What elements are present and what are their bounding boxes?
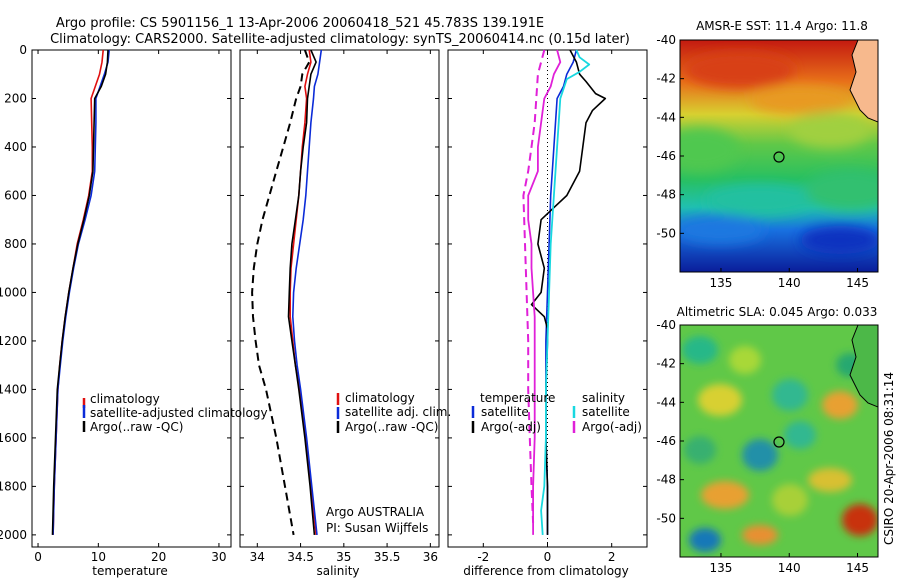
series-line-argo-raw-qc- (51, 49, 109, 535)
series-line-satellite-adj-clim- (291, 49, 323, 535)
map-y-tick-label: -48 (656, 188, 676, 202)
map-y-tick-label: -46 (656, 149, 676, 163)
sst-map-title: AMSR-E SST: 11.4 Argo: 11.8 (696, 19, 868, 33)
x-tick-label: 2 (608, 550, 616, 564)
x-tick-label: 10 (91, 550, 106, 564)
series-line-argo-adj- (251, 49, 311, 536)
legend-label-satellite: satellite adj. clim. (345, 405, 451, 419)
y-tick-label: 0 (19, 43, 27, 57)
series-line-temperature-satellite (545, 49, 578, 535)
map-y-tick-label: -42 (656, 357, 676, 371)
legend-label-satellite: satellite-adjusted climatology (90, 406, 268, 420)
y-tick-label: 2000 (0, 528, 27, 542)
difference-legend: temperature salinity satellite Argo(-adj… (471, 391, 642, 434)
y-tick-label: 1200 (0, 334, 27, 348)
legend-label-temp-satellite: satellite (481, 405, 529, 419)
series-line-salinity-satellite (540, 49, 591, 535)
map-x-tick-label: 145 (846, 276, 869, 290)
pi-annotation: PI: Susan Wijffels (326, 521, 428, 535)
csiro-timestamp: CSIRO 20-Apr-2006 08:31:14 (882, 372, 896, 545)
temperature-legend: climatology satellite-adjusted climatolo… (82, 392, 268, 434)
map-y-tick-label: -46 (656, 434, 676, 448)
legend-label-climatology: climatology (345, 391, 415, 405)
sst-map (680, 40, 878, 272)
salinity-plot: 34 34.5 35 35.5 36 (240, 49, 439, 564)
legend-label-argo: Argo(..raw -QC) (90, 420, 183, 434)
y-tick-label: 800 (4, 237, 27, 251)
difference-x-label: difference from climatology (463, 564, 629, 578)
y-tick-label: 1600 (0, 431, 27, 445)
y-tick-label: 1800 (0, 479, 27, 493)
series-line-salinity-argo-adj-dashed (522, 49, 546, 523)
x-tick-label: 36 (423, 550, 438, 564)
tasmania-coast (849, 325, 878, 408)
difference-plot: -2 0 2 (448, 49, 647, 564)
series-line-argo-raw-qc- (287, 49, 317, 535)
sla-map-ticks: 135 140 145 -40 -42 -44 -46 -48 -50 (656, 318, 869, 575)
temperature-x-label: temperature (92, 564, 167, 578)
legend-label-climatology: climatology (90, 392, 160, 406)
y-tick-label: 1400 (0, 382, 27, 396)
legend-label-sal-argo: Argo(-adj) (582, 420, 642, 434)
map-x-tick-label: 140 (778, 561, 801, 575)
tasmania-coast (849, 40, 878, 123)
series-line-temperature-argo-adj- (530, 49, 607, 535)
x-tick-label: 35.5 (374, 550, 401, 564)
legend-label-temp-argo: Argo(-adj) (481, 420, 541, 434)
y-tick-label: 600 (4, 188, 27, 202)
legend-title-salinity: salinity (582, 391, 625, 405)
map-y-tick-label: -44 (656, 395, 676, 409)
depth-tick-labels: 0 200 400 600 800 1000 1200 1400 1600 1800 2000 (0, 43, 27, 542)
map-y-tick-label: -40 (656, 318, 676, 332)
map-y-tick-label: -50 (656, 226, 676, 240)
argo-float-marker (773, 151, 785, 163)
y-tick-label: 400 (4, 140, 27, 154)
sla-map (680, 325, 878, 557)
x-tick-label: 34.5 (287, 550, 314, 564)
y-tick-label: 200 (4, 91, 27, 105)
map-y-tick-label: -40 (656, 33, 676, 47)
legend-label-argo: Argo(..raw -QC) (345, 420, 438, 434)
temperature-plot: 0 10 20 30 (32, 49, 231, 564)
sst-field-texture (680, 52, 878, 254)
sla-field-texture (682, 336, 878, 552)
map-x-tick-label: 135 (710, 561, 733, 575)
map-y-tick-label: -42 (656, 72, 676, 86)
sla-map-title: Altimetric SLA: 0.045 Argo: 0.033 (677, 305, 878, 319)
map-y-tick-label: -50 (656, 511, 676, 525)
x-tick-label: 30 (211, 550, 226, 564)
x-tick-label: 34 (250, 550, 265, 564)
map-x-tick-label: 135 (710, 276, 733, 290)
figure-title-line1: Argo profile: CS 5901156_1 13-Apr-2006 2… (56, 16, 544, 31)
temperature-panel-frame (31, 49, 232, 548)
legend-title-temperature: temperature (480, 391, 555, 405)
salinity-x-label: salinity (316, 564, 359, 578)
map-y-tick-label: -48 (656, 473, 676, 487)
argo-program-annotation: Argo AUSTRALIA (326, 505, 425, 519)
x-tick-label: 0 (544, 550, 552, 564)
y-tick-label: 1000 (0, 285, 27, 299)
x-tick-label: 35 (336, 550, 351, 564)
legend-label-sal-satellite: satellite (582, 405, 630, 419)
series-line-salinity-argo-adj- (527, 49, 562, 535)
map-y-tick-label: -44 (656, 110, 676, 124)
map-x-tick-label: 145 (846, 561, 869, 575)
x-tick-label: 0 (34, 550, 42, 564)
salinity-legend: climatology satellite adj. clim. Argo(..… (326, 391, 451, 535)
series-line-satellite-adjusted-climatology (52, 49, 110, 535)
x-tick-label: 20 (151, 550, 166, 564)
map-x-tick-label: 140 (778, 276, 801, 290)
salinity-panel-frame (239, 49, 440, 548)
figure-title-line2: Climatology: CARS2000. Satellite-adjuste… (50, 32, 630, 47)
argo-float-marker (773, 436, 785, 448)
x-tick-label: -2 (477, 550, 489, 564)
sst-map-ticks: 135 140 145 -40 -42 -44 -46 -48 -50 (656, 33, 869, 290)
